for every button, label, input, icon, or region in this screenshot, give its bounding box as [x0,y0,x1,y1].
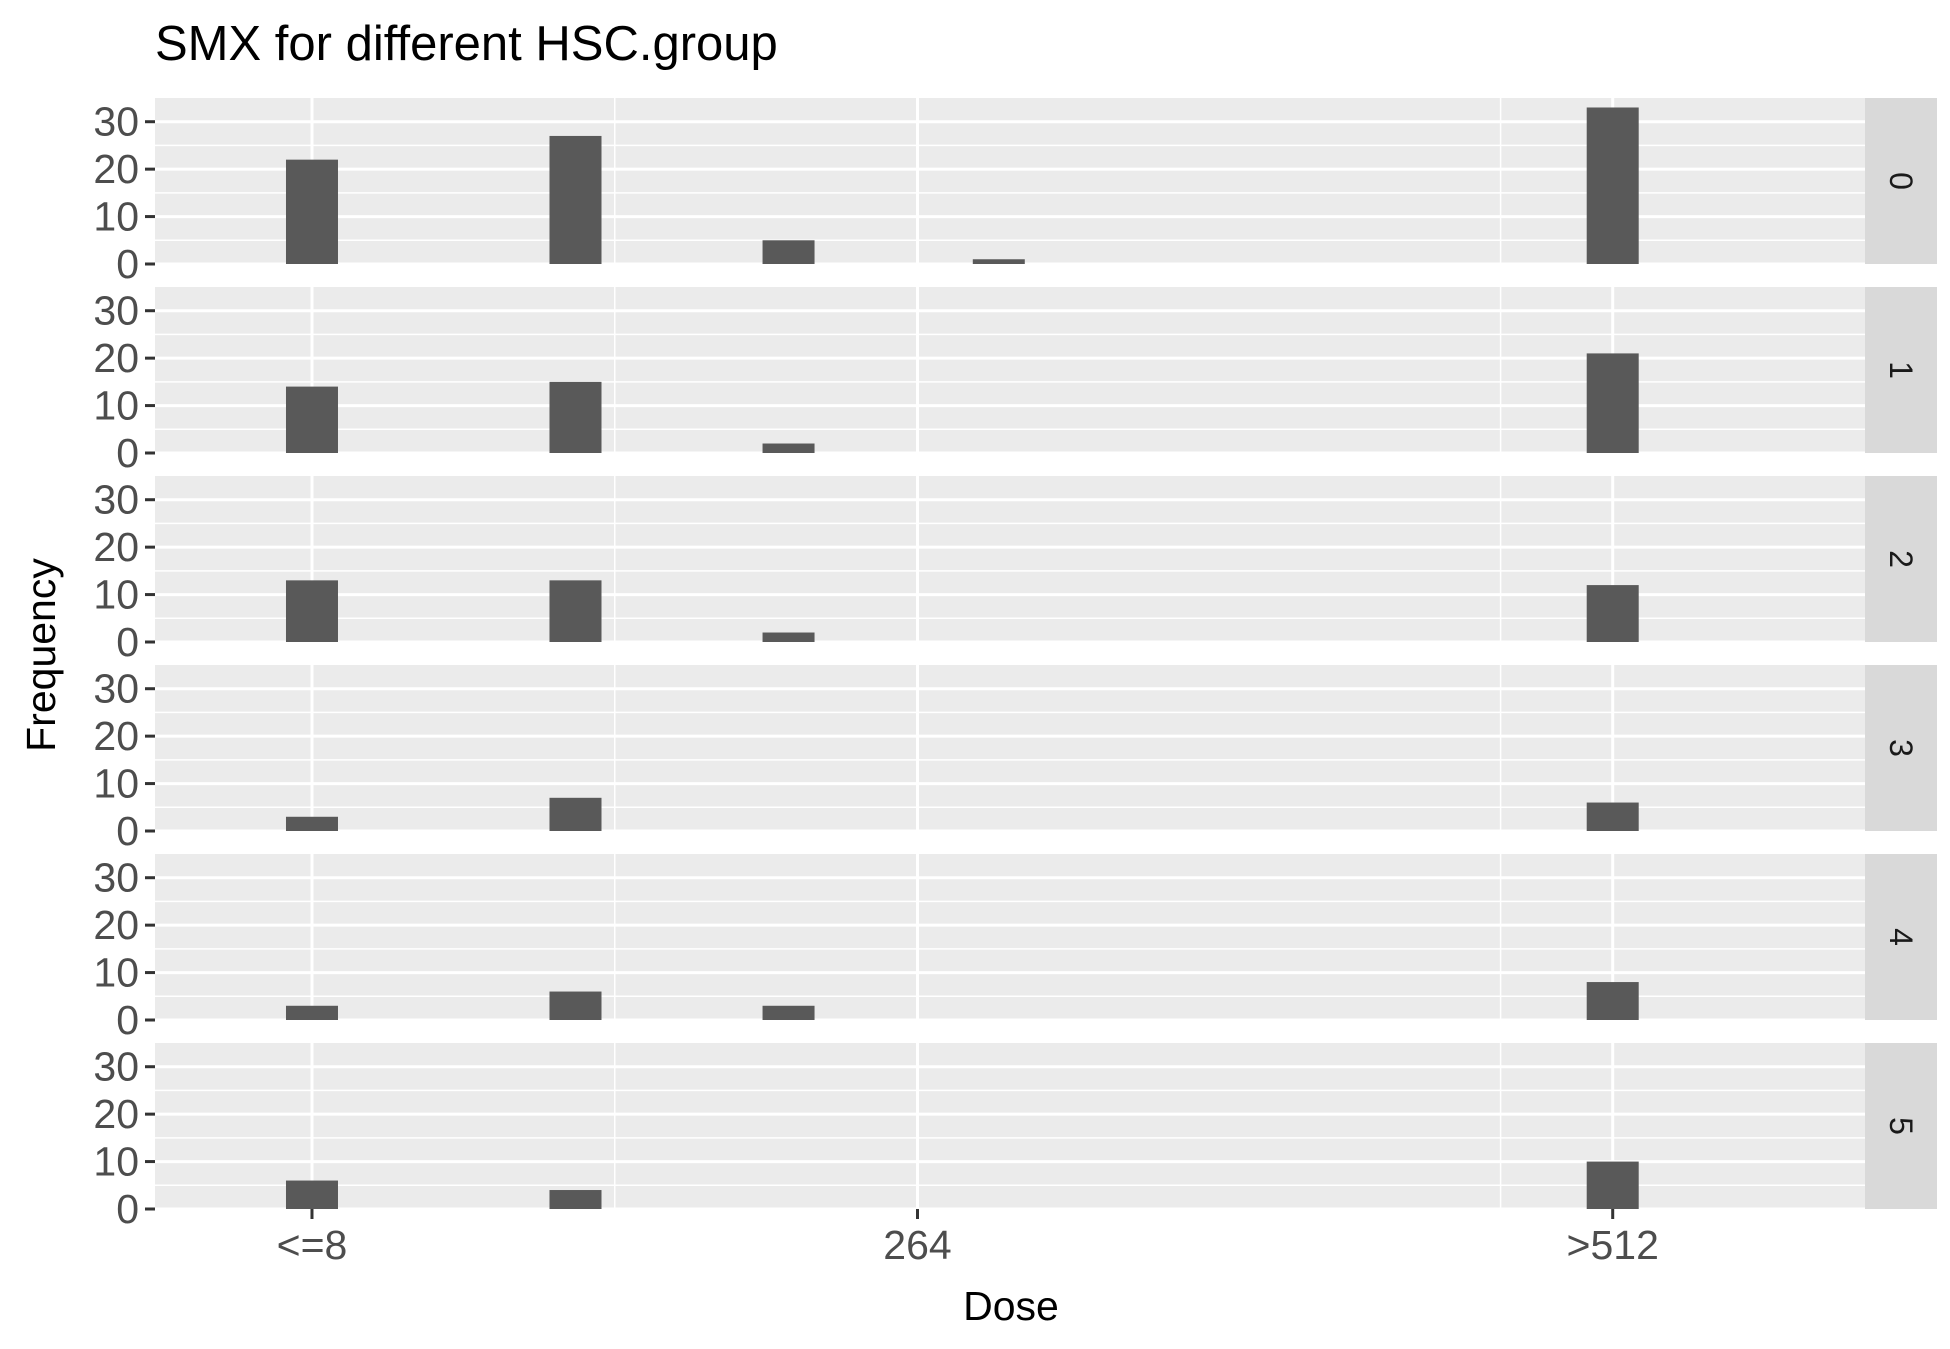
bar [762,443,815,453]
y-tick-label: 10 [93,1139,139,1185]
bar [549,381,602,453]
bar [1586,1161,1639,1209]
facet-strip [1865,476,1937,642]
facet-strip [1865,287,1937,453]
bar [1586,353,1639,453]
facet-strip-label: 5 [1883,1117,1919,1135]
y-tick-label: 0 [116,619,139,665]
bar [762,240,815,264]
y-tick-label: 0 [116,997,139,1043]
panel-background [155,476,1865,642]
y-tick-label: 10 [93,194,139,240]
bar [285,386,338,453]
x-tick-label: 264 [883,1222,951,1268]
y-tick-label: 20 [93,902,139,948]
bar [1586,982,1639,1020]
y-tick-label: 20 [93,146,139,192]
facet-strip-label: 1 [1883,361,1919,379]
y-tick-label: 20 [93,1091,139,1137]
y-tick-label: 20 [93,524,139,570]
bar [549,1190,602,1209]
bar [549,797,602,831]
y-tick-label: 0 [116,1186,139,1232]
facet-strip [1865,665,1937,831]
bar [285,1180,338,1209]
bar [285,1005,338,1020]
bar [285,580,338,642]
bar [549,135,602,264]
x-axis: <=8 264 >512 [277,1209,1659,1268]
x-tick-label: >512 [1567,1222,1659,1268]
bar [1586,585,1639,642]
panel-background [155,98,1865,264]
y-tick-label: 10 [93,572,139,618]
y-tick-label: 10 [93,761,139,807]
y-tick-label: 30 [93,99,139,145]
facet-strip-label: 3 [1883,739,1919,757]
y-tick-label: 30 [93,288,139,334]
y-tick-label: 30 [93,855,139,901]
panel-background [155,854,1865,1020]
bar [1586,107,1639,264]
bar [549,580,602,642]
panel-background [155,665,1865,831]
panel-background [155,287,1865,453]
bar [285,159,338,264]
y-tick-label: 30 [93,666,139,712]
bar [1586,802,1639,831]
y-tick-label: 10 [93,950,139,996]
y-axis-title: Frequency [18,558,64,752]
y-tick-label: 30 [93,1044,139,1090]
facet-strip-label: 2 [1883,550,1919,568]
y-tick-label: 20 [93,335,139,381]
panel-background [155,1043,1865,1209]
facet-strip-label: 0 [1883,172,1919,190]
bar [762,632,815,642]
bar [549,991,602,1020]
y-tick-label: 20 [93,713,139,759]
facet-strip-label: 4 [1883,928,1919,946]
facet-strip [1865,854,1937,1020]
facet-strip [1865,98,1937,264]
y-tick-label: 30 [93,477,139,523]
x-tick-label: <=8 [277,1222,348,1268]
bar [972,259,1025,264]
y-tick-label: 0 [116,241,139,287]
facet-panels: 0102030001020301010203020102030301020304… [93,98,1937,1232]
chart-title: SMX for different HSC.group [155,17,778,71]
y-tick-label: 0 [116,430,139,476]
bar [762,1005,815,1020]
x-axis-title: Dose [963,1283,1059,1329]
bar [285,816,338,831]
facet-strip [1865,1043,1937,1209]
y-tick-label: 0 [116,808,139,854]
y-tick-label: 10 [93,383,139,429]
